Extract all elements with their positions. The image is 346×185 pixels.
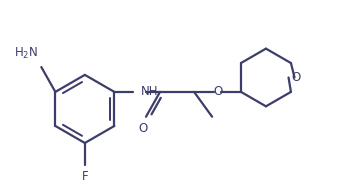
Text: O: O [213,85,222,98]
Text: H$_2$N: H$_2$N [14,46,38,61]
Text: F: F [82,170,88,183]
Text: NH: NH [140,85,158,98]
Text: O: O [292,71,301,84]
Text: O: O [138,122,147,135]
